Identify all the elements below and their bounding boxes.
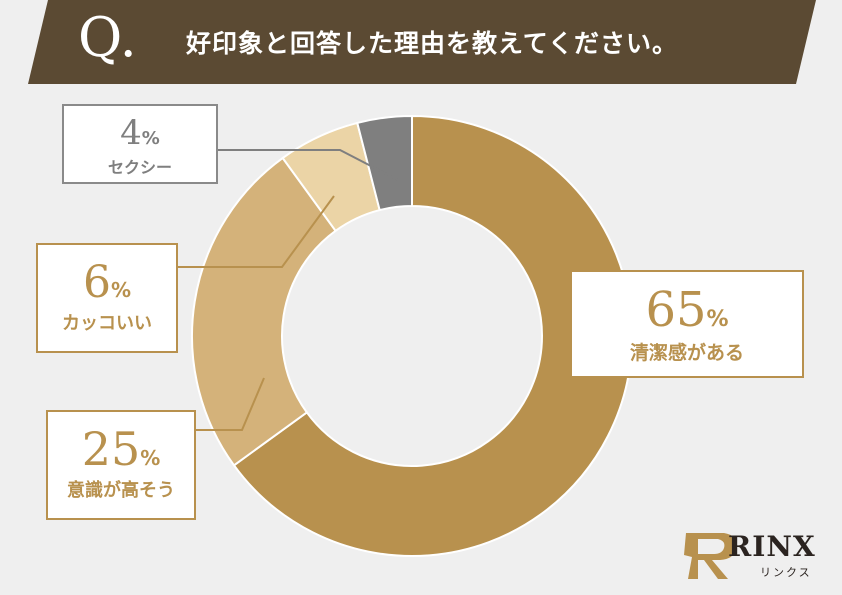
percent-value: 6% [82,257,132,308]
leader-line-cool [176,195,335,268]
label-box-sexy: 4% セクシー [62,104,218,184]
label-box-clean: 65% 清潔感がある [570,270,804,378]
slice-conscious [191,156,337,467]
slice-value-cool: 6 [82,257,111,308]
slice-label-sexy: セクシー [107,158,172,177]
rinx-logo-icon [684,533,737,579]
slice-label-conscious: 意識が高そう [67,480,175,501]
percent-value: 4% [120,113,160,153]
question-text: 好印象と回答した理由を教えてください。 [186,29,679,58]
leader-line-sexy [216,149,399,181]
logo-name: RINX [728,530,816,563]
q-mark: Q. [78,6,137,69]
slice-value-sexy: 4 [120,113,142,153]
label-box-cool: 6% カッコいい [36,243,178,353]
slice-value-clean: 65 [645,282,707,338]
logo-subtitle: リンクス [760,566,812,579]
percent-value: 65% [645,282,729,338]
label-box-conscious: 25% 意識が高そう [46,410,196,520]
question-header [28,0,816,84]
slice-sexy [356,114,413,212]
slice-clean [232,114,633,557]
percent-value: 25% [81,422,161,476]
slice-label-cool: カッコいい [62,313,152,334]
slice-label-clean: 清潔感がある [629,342,744,364]
slice-value-conscious: 25 [81,422,141,476]
